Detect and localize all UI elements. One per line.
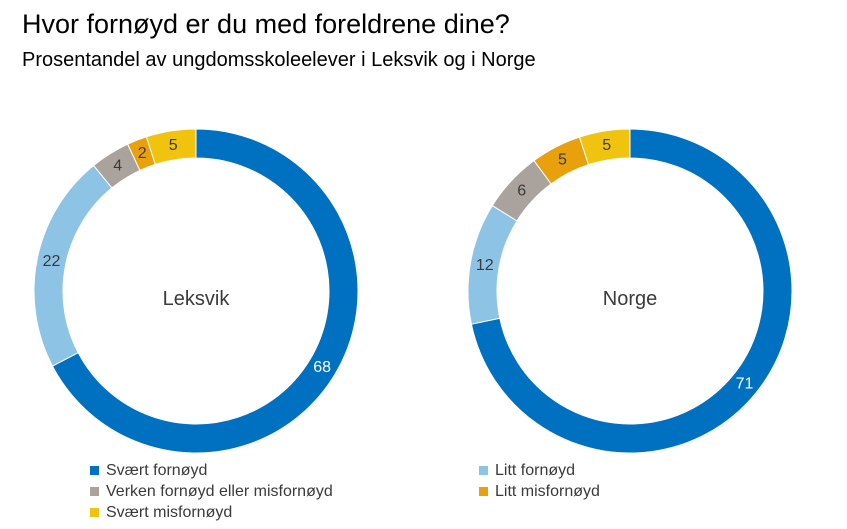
legend-label: Svært fornøyd — [106, 462, 208, 479]
slice-sv-rt-misforn-yd — [578, 128, 631, 166]
donut-chart-leksvik: 68 22 42 5 Leksvik — [33, 128, 359, 454]
data-label-sv-rt-misforn-yd: 5 — [602, 137, 611, 154]
slice-sv-rt-misforn-yd — [145, 128, 197, 166]
chart-subtitle: Prosentandel av ungdomsskoleelever i Lek… — [22, 49, 536, 71]
legend-item-svaert-fornoyd: Svært fornøyd — [90, 460, 333, 481]
legend-swatch — [90, 508, 99, 517]
data-label-sv-rt-misforn-yd: 5 — [169, 137, 178, 154]
slice-sv-rt-forn-yd — [51, 128, 359, 454]
data-label-litt-forn-yd: 22 — [43, 253, 61, 270]
legend-right: Litt fornøyd Litt misfornøyd — [479, 460, 600, 502]
legend-label: Svært misfornøyd — [106, 504, 233, 521]
data-label-sv-rt-forn-yd: 71 — [736, 376, 754, 393]
legend-swatch — [90, 487, 99, 496]
donut-center-label: Norge — [603, 288, 657, 310]
legend-label: Verken fornøyd eller misfornøyd — [106, 483, 333, 500]
data-label-litt-misforn-yd: 2 — [138, 145, 147, 162]
chart-title: Hvor fornøyd er du med foreldrene dine? — [22, 9, 510, 39]
donut-chart-norge: 71 12 6 5 5 Norge — [467, 128, 793, 454]
legend-item-verken: Verken fornøyd eller misfornøyd — [90, 481, 333, 502]
legend-item-litt-fornoyd: Litt fornøyd — [479, 460, 600, 481]
donut-center-label: Leksvik — [163, 288, 231, 310]
legend-item-litt-misfornoyd: Litt misfornøyd — [479, 481, 600, 502]
data-label-verken-forn-yd-eller-misforn-yd: 6 — [517, 182, 526, 199]
data-label-litt-misforn-yd: 5 — [558, 151, 567, 168]
legend-label: Litt misfornøyd — [495, 483, 600, 500]
legend-swatch — [479, 487, 488, 496]
legend-item-svaert-misfornoyd: Svært misfornøyd — [90, 502, 333, 523]
slice-sv-rt-forn-yd — [470, 128, 793, 454]
data-label-litt-forn-yd: 12 — [476, 257, 494, 274]
legend-label: Litt fornøyd — [495, 462, 576, 479]
legend-left: Svært fornøyd Verken fornøyd eller misfo… — [90, 460, 333, 523]
legend-swatch — [479, 466, 488, 475]
data-label-verken-forn-yd-eller-misforn-yd: 4 — [113, 158, 122, 175]
data-label-sv-rt-forn-yd: 68 — [313, 359, 331, 376]
legend-swatch — [90, 466, 99, 475]
